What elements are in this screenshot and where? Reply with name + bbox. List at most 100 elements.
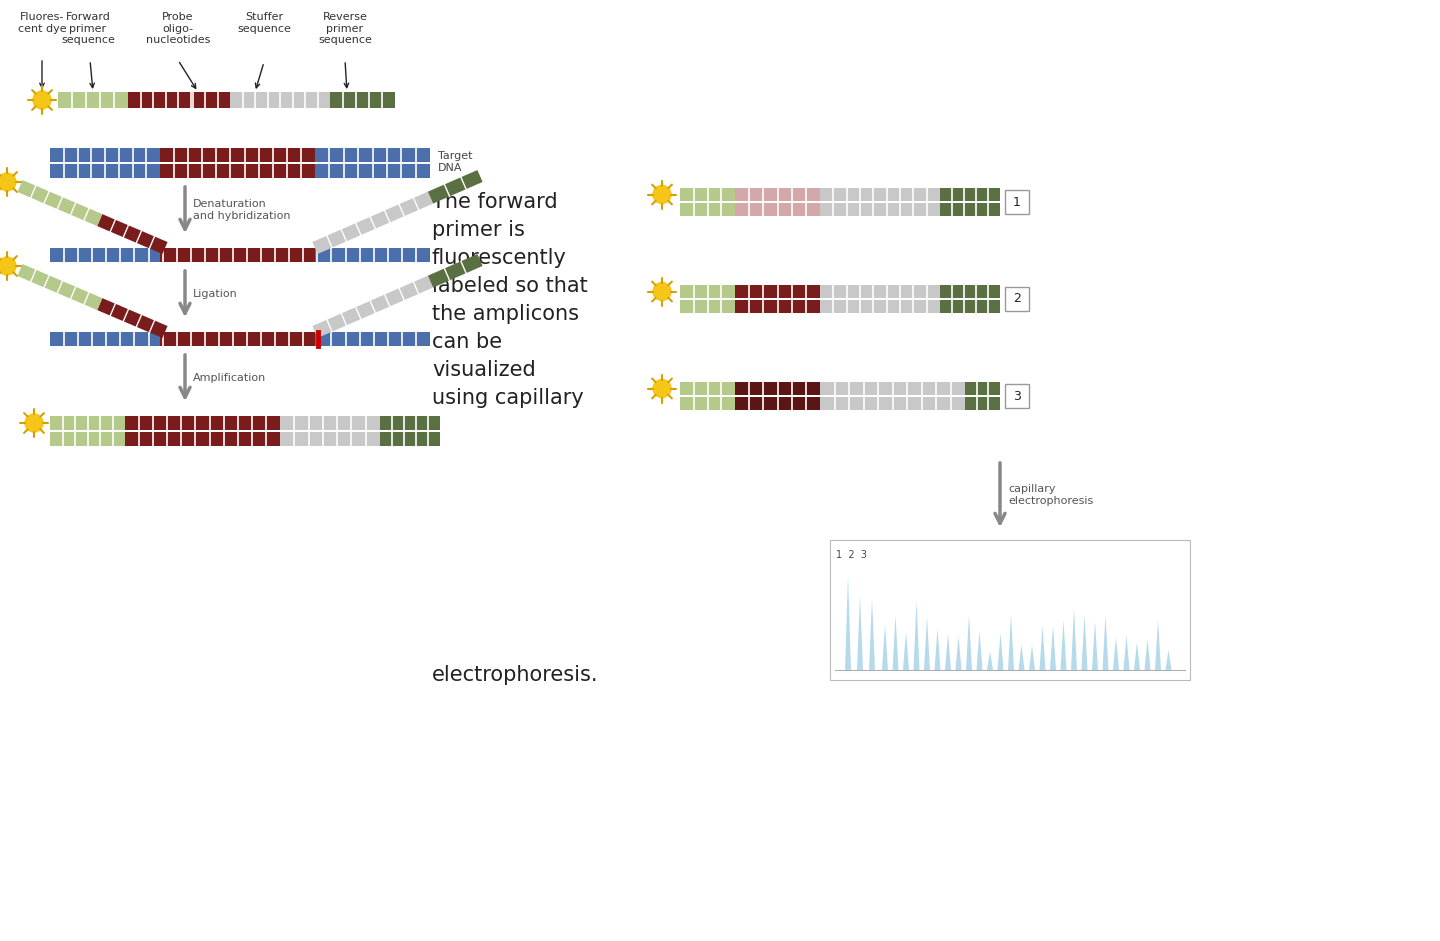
Bar <box>680 285 734 298</box>
Bar <box>50 148 160 162</box>
Text: Denaturation
and hybridization: Denaturation and hybridization <box>193 199 291 221</box>
Polygon shape <box>1092 621 1099 670</box>
Bar <box>50 248 431 262</box>
Polygon shape <box>1113 637 1119 670</box>
Bar <box>330 92 395 108</box>
Bar <box>829 540 1189 680</box>
Text: capillary
electrophoresis: capillary electrophoresis <box>1008 485 1093 506</box>
Circle shape <box>652 185 671 203</box>
Bar <box>940 300 999 313</box>
Bar <box>58 92 128 108</box>
Bar <box>160 148 315 162</box>
Polygon shape <box>924 617 930 670</box>
Bar <box>680 300 734 313</box>
Polygon shape <box>1123 635 1129 670</box>
Bar <box>50 164 160 178</box>
Bar <box>380 416 441 430</box>
Circle shape <box>652 282 671 300</box>
Bar <box>680 382 734 395</box>
Polygon shape <box>845 575 851 670</box>
Bar <box>680 188 734 201</box>
Polygon shape <box>945 633 950 670</box>
Polygon shape <box>312 276 433 338</box>
Bar <box>160 248 315 262</box>
Bar <box>819 397 965 410</box>
Bar <box>734 300 819 313</box>
Bar <box>125 416 279 430</box>
Circle shape <box>24 414 43 432</box>
Bar <box>125 432 279 446</box>
Circle shape <box>652 379 671 397</box>
Polygon shape <box>1008 614 1014 670</box>
Bar <box>819 285 940 298</box>
Bar <box>734 188 819 201</box>
Bar <box>819 300 940 313</box>
Bar <box>940 188 999 201</box>
Bar <box>180 92 230 108</box>
Text: The forward
primer is
fluorescently
labeled so that
the amplicons
can be
visuali: The forward primer is fluorescently labe… <box>432 192 588 408</box>
Bar <box>50 332 431 346</box>
Bar <box>734 285 819 298</box>
Bar <box>315 164 431 178</box>
Text: Ligation: Ligation <box>193 289 238 299</box>
Polygon shape <box>428 254 482 288</box>
Bar <box>160 164 315 178</box>
Polygon shape <box>1050 626 1056 670</box>
Bar <box>279 416 380 430</box>
Text: electrophoresis.: electrophoresis. <box>432 665 599 685</box>
Bar <box>50 432 125 446</box>
Bar <box>1005 190 1030 214</box>
Bar <box>160 332 315 346</box>
Polygon shape <box>17 180 102 226</box>
Polygon shape <box>1030 646 1035 670</box>
Bar <box>965 382 999 395</box>
Bar <box>965 397 999 410</box>
Bar <box>819 203 940 216</box>
Polygon shape <box>17 264 102 311</box>
Polygon shape <box>868 598 876 670</box>
Bar <box>819 382 965 395</box>
Text: Stuffer
sequence: Stuffer sequence <box>238 12 291 34</box>
Text: Probe
oligo-
nucleotides: Probe oligo- nucleotides <box>145 12 210 45</box>
Polygon shape <box>96 298 167 338</box>
Bar <box>230 92 330 108</box>
Bar <box>315 148 431 162</box>
Text: Target
DNA: Target DNA <box>438 152 472 173</box>
Polygon shape <box>935 629 940 670</box>
Bar <box>50 416 125 430</box>
Polygon shape <box>428 170 482 203</box>
Circle shape <box>33 91 50 109</box>
Bar <box>1005 287 1030 311</box>
Polygon shape <box>1081 615 1087 670</box>
Polygon shape <box>1135 643 1140 670</box>
Polygon shape <box>1103 615 1109 670</box>
Bar <box>819 188 940 201</box>
Polygon shape <box>857 596 863 670</box>
Circle shape <box>0 257 16 275</box>
Polygon shape <box>976 630 982 670</box>
Bar <box>680 203 734 216</box>
Bar <box>940 203 999 216</box>
Text: 2: 2 <box>1014 293 1021 306</box>
Bar <box>279 432 380 446</box>
Polygon shape <box>1071 608 1077 670</box>
Polygon shape <box>1165 650 1172 670</box>
Bar <box>380 432 441 446</box>
Text: 1  2  3: 1 2 3 <box>837 550 867 560</box>
Polygon shape <box>1155 620 1161 670</box>
Bar <box>680 397 734 410</box>
Text: Amplification: Amplification <box>193 373 266 383</box>
Bar <box>940 285 999 298</box>
Polygon shape <box>966 614 972 670</box>
Bar <box>734 397 819 410</box>
Polygon shape <box>1040 626 1045 670</box>
Bar <box>1005 384 1030 408</box>
Polygon shape <box>1018 645 1024 670</box>
Polygon shape <box>986 652 994 670</box>
Text: 1: 1 <box>1014 196 1021 209</box>
Circle shape <box>0 173 16 191</box>
Text: Forward
primer
sequence: Forward primer sequence <box>60 12 115 45</box>
Polygon shape <box>913 601 920 670</box>
Bar <box>734 382 819 395</box>
Text: 3: 3 <box>1014 390 1021 403</box>
